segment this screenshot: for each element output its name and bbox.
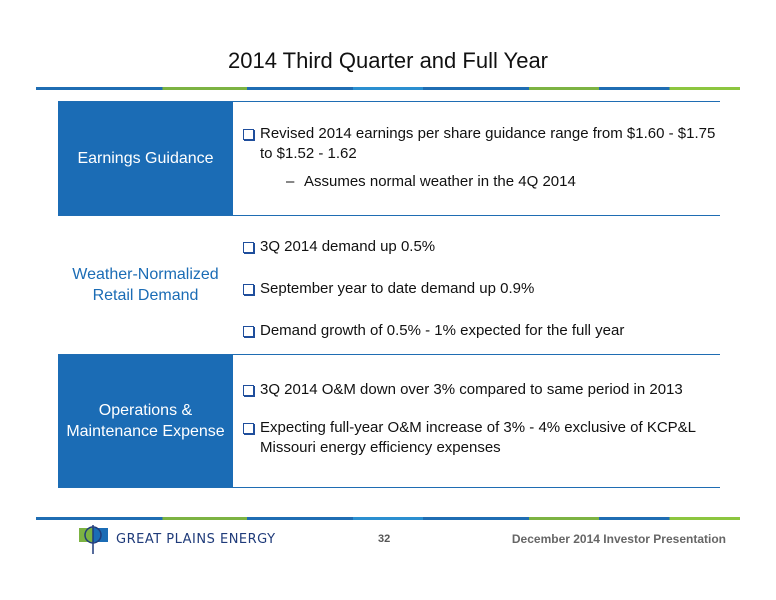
checkbox-bullet-icon — [243, 284, 254, 295]
page-number: 32 — [378, 533, 391, 545]
row-content: 3Q 2014 demand up 0.5% September year to… — [233, 216, 720, 354]
sub-item-text: Assumes normal weather in the 4Q 2014 — [304, 173, 576, 190]
list-item: 3Q 2014 O&M down over 3% compared to sam… — [243, 380, 720, 400]
row-content: 3Q 2014 O&M down over 3% compared to sam… — [233, 355, 720, 487]
row-content: Revised 2014 earnings per share guidance… — [233, 102, 720, 215]
row-label: Weather-Normalized Retail Demand — [58, 216, 233, 354]
bullet-text: 3Q 2014 demand up 0.5% — [260, 238, 436, 255]
logo-mark-icon — [79, 525, 108, 554]
sub-item: – Assumes normal weather in the 4Q 2014 — [243, 172, 720, 192]
presentation-name: December 2014 Investor Presentation — [511, 532, 726, 546]
checkbox-bullet-icon — [243, 385, 254, 396]
row-om-expense: Operations & Maintenance Expense 3Q 2014… — [58, 355, 720, 488]
list-item: Expecting full-year O&M increase of 3% -… — [243, 418, 720, 458]
list-item: September year to date demand up 0.9% — [243, 279, 720, 299]
checkbox-bullet-icon — [243, 423, 254, 434]
company-logo: GREAT PLAINS ENERGY — [78, 523, 276, 555]
checkbox-bullet-icon — [243, 242, 254, 253]
bullet-text: 3Q 2014 O&M down over 3% compared to sam… — [260, 381, 683, 398]
row-label: Operations & Maintenance Expense — [58, 355, 233, 487]
list-item: Revised 2014 earnings per share guidance… — [243, 124, 720, 164]
checkbox-bullet-icon — [243, 129, 254, 140]
row-earnings-guidance: Earnings Guidance Revised 2014 earnings … — [58, 101, 720, 216]
bottom-rule — [36, 517, 740, 520]
dash-icon: – — [286, 173, 295, 190]
logo-text: GREAT PLAINS ENERGY — [116, 531, 276, 547]
row-label: Earnings Guidance — [58, 102, 233, 215]
slide-title: 2014 Third Quarter and Full Year — [227, 48, 549, 73]
row-retail-demand: Weather-Normalized Retail Demand 3Q 2014… — [58, 216, 720, 355]
list-item: Demand growth of 0.5% - 1% expected for … — [243, 321, 720, 341]
bullet-text: Expecting full-year O&M increase of 3% -… — [260, 419, 696, 456]
summary-table: Earnings Guidance Revised 2014 earnings … — [58, 101, 720, 488]
bullet-text: Revised 2014 earnings per share guidance… — [260, 125, 716, 162]
bullet-text: September year to date demand up 0.9% — [260, 280, 535, 297]
bullet-text: Demand growth of 0.5% - 1% expected for … — [260, 322, 625, 339]
checkbox-bullet-icon — [243, 326, 254, 337]
top-rule — [36, 87, 740, 90]
list-item: 3Q 2014 demand up 0.5% — [243, 237, 720, 257]
